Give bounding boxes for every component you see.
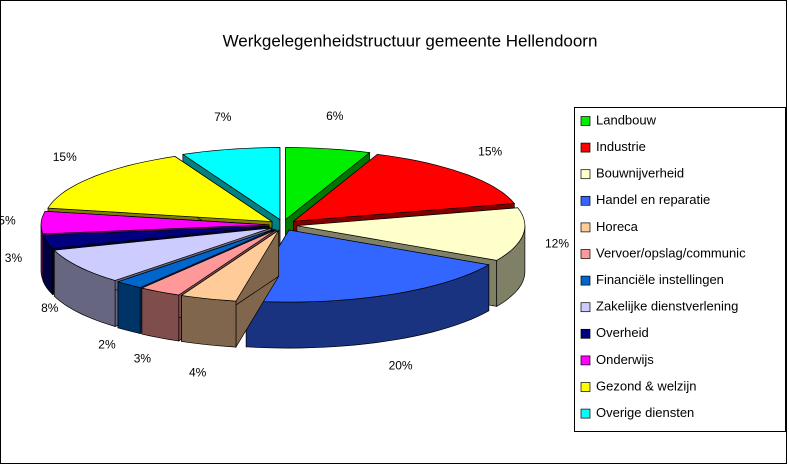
- slice: [296, 207, 526, 261]
- legend-text: Handel en reparatie: [596, 192, 710, 207]
- legend-swatch: [580, 249, 591, 259]
- slice: [42, 225, 270, 249]
- chart-title: Werkgelegenheidstructuur gemeente Hellen…: [223, 31, 598, 50]
- slice: [53, 227, 272, 281]
- slice: [47, 156, 274, 222]
- data-label: 4%: [189, 366, 207, 380]
- legend-swatch: [580, 382, 591, 392]
- legend-text: Overige diensten: [596, 405, 694, 420]
- legend-text: Gezond & welzijn: [596, 378, 696, 393]
- data-label: 12%: [545, 237, 569, 251]
- legend-swatch: [580, 169, 591, 180]
- legend-text: Industrie: [596, 139, 646, 154]
- slice: [181, 147, 281, 221]
- legend-swatch: [580, 222, 591, 233]
- slice-wall: [117, 281, 141, 335]
- legend-swatch: [580, 275, 591, 286]
- legend-text: Overheid: [596, 325, 649, 340]
- slice: [180, 230, 279, 302]
- data-label: 2%: [98, 337, 116, 351]
- data-label: 15%: [53, 150, 77, 164]
- legend-swatch: [580, 195, 591, 206]
- data-label: 20%: [389, 358, 413, 372]
- slice: [40, 210, 270, 235]
- legend-swatch: [580, 302, 591, 313]
- legend-swatch: [580, 142, 591, 153]
- slice: [245, 229, 490, 303]
- legend-swatch: [580, 355, 591, 366]
- legend-box: [574, 107, 786, 432]
- legend-text: Bouwnijverheid: [596, 166, 684, 181]
- data-label: 15%: [478, 144, 502, 158]
- legend-text: Vervoer/opslag/communic: [596, 245, 746, 260]
- legend-text: Financiële instellingen: [596, 272, 724, 287]
- legend-swatch: [580, 408, 591, 419]
- legend-swatch: [580, 328, 591, 339]
- data-label: 3%: [5, 251, 23, 265]
- slice-wall: [181, 295, 237, 348]
- data-label: 5%: [0, 214, 16, 228]
- data-label: 8%: [41, 301, 59, 315]
- data-label: 3%: [134, 351, 152, 365]
- slice: [140, 229, 277, 296]
- legend-text: Zakelijke dienstverlening: [596, 299, 738, 314]
- legend-text: Onderwijs: [596, 352, 654, 367]
- slice-wall: [141, 287, 180, 342]
- legend-text: Horeca: [596, 219, 639, 234]
- slice: [285, 147, 371, 221]
- legend-text: Landbouw: [596, 112, 657, 127]
- slice: [116, 228, 275, 288]
- data-label: 7%: [214, 110, 232, 124]
- data-label: 6%: [326, 109, 344, 123]
- legend-swatch: [580, 116, 591, 126]
- slice: [292, 154, 516, 222]
